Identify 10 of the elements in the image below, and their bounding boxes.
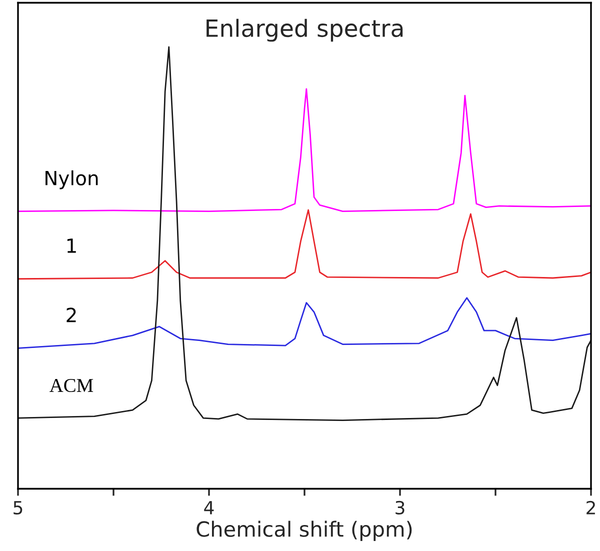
x-tick-label: 5 [14, 501, 22, 515]
series-label: 1 [67, 238, 76, 253]
x-axis-title: Chemical shift (ppm) [196, 520, 412, 541]
chart-title: Enlarged spectra [206, 18, 403, 42]
series-label: Nylon [46, 170, 98, 190]
series-label: 2 [66, 308, 76, 322]
x-tick-label: 3 [396, 500, 404, 515]
x-tick-label: 2 [586, 500, 595, 514]
series-label: ACM [50, 378, 94, 392]
x-tick-label: 4 [204, 501, 214, 514]
